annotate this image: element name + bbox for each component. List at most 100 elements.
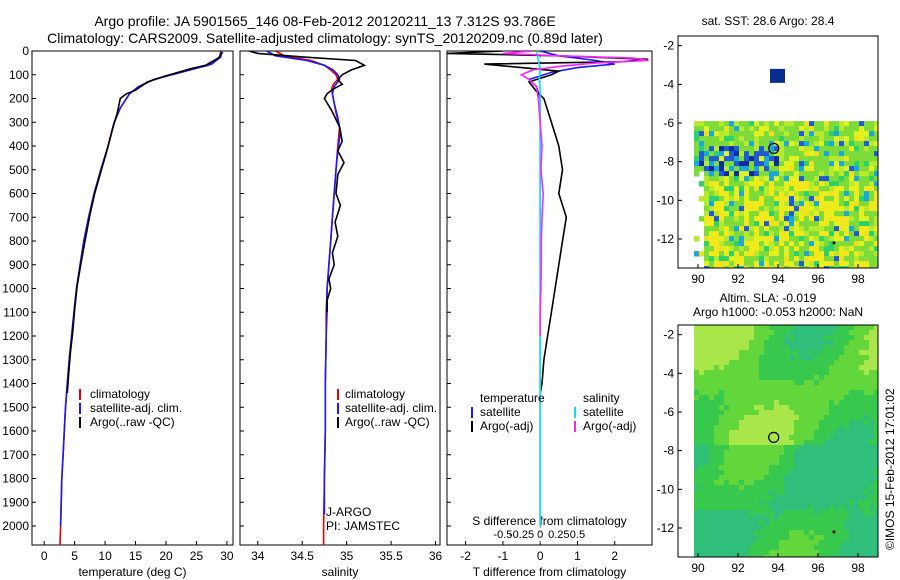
- sla-map-lon-label: 98: [851, 561, 865, 575]
- temperature-axis-label: temperature (deg C): [78, 565, 186, 579]
- depth-tick-label: 800: [9, 234, 29, 248]
- depth-tick-label: 700: [9, 210, 29, 224]
- temperature-tick-label: 20: [159, 549, 173, 563]
- salinity-tick-label: 35.5: [379, 549, 403, 563]
- depth-tick-label: 2000: [2, 519, 29, 533]
- diff-legend-header-temperature: temperature: [480, 391, 545, 405]
- temperature-tick-label: 10: [98, 549, 112, 563]
- salinity-tick-label: 34.5: [291, 549, 315, 563]
- temperature-tick-label: 25: [190, 549, 204, 563]
- sst-map-lon-label: 92: [731, 272, 745, 286]
- temperature-tick-label: 0: [41, 549, 48, 563]
- tdiff-axis-label: T difference from climatology: [473, 565, 627, 579]
- tdiff-tick-label: -2: [460, 549, 471, 563]
- salinity-tick-label: 34: [251, 549, 265, 563]
- float-program-annotation: J-ARGO: [326, 505, 371, 519]
- sdiff-tick-label: -0.5: [493, 529, 512, 541]
- temperature-tick-label: 30: [220, 549, 234, 563]
- sst-map-field: [694, 121, 878, 268]
- depth-tick-label: 300: [9, 115, 29, 129]
- sla-map-lon-label: 92: [731, 561, 745, 575]
- sst-map-lat-label: -8: [663, 155, 674, 169]
- diff-legend-label: satellite: [480, 405, 521, 419]
- temperature-tick-label: 15: [129, 549, 143, 563]
- salinity-series-line: [248, 51, 367, 313]
- temperature-legend-label: Argo(..raw -QC): [90, 415, 175, 429]
- diff-legend-label: Argo(-adj): [583, 419, 636, 433]
- sla-map-lat-label: -4: [663, 366, 674, 380]
- temperature-series-line: [66, 51, 224, 394]
- sst-map-lon-label: 96: [811, 272, 825, 286]
- depth-tick-label: 900: [9, 258, 29, 272]
- figure-title: Argo profile: JA 5901565_146 08-Feb-2012…: [94, 13, 556, 29]
- depth-tick-label: 1200: [2, 329, 29, 343]
- salinity-tick-label: 35: [340, 549, 354, 563]
- depth-tick-label: 1700: [2, 448, 29, 462]
- salinity-tick-label: 36: [429, 549, 443, 563]
- depth-tick-label: 0: [22, 44, 29, 58]
- salinity-axis-label: salinity: [322, 565, 359, 579]
- sdiff-tick-label: -0.25: [509, 529, 534, 541]
- diff-legend-header-salinity: salinity: [583, 391, 620, 405]
- sla-map-lon-label: 96: [811, 561, 825, 575]
- imos-timestamp-label: ©IMOS 15-Feb-2012 17:01:02: [883, 388, 897, 550]
- depth-tick-label: 1300: [2, 353, 29, 367]
- sla-map-subtitle: Argo h1000: -0.053 h2000: NaN: [693, 305, 863, 319]
- temperature-tick-label: 5: [71, 549, 78, 563]
- salinity-plot-frame: [239, 50, 441, 546]
- sdiff-tick-label: 0.5: [570, 529, 585, 541]
- tdiff-tick-label: 0: [537, 549, 544, 563]
- depth-tick-label: 400: [9, 139, 29, 153]
- diff-legend-label: Argo(-adj): [480, 419, 533, 433]
- depth-tick-label: 1900: [2, 495, 29, 509]
- difference-series-line: [502, 51, 649, 336]
- trajectory-point: [832, 241, 836, 245]
- temperature-legend-label: satellite-adj. clim.: [90, 401, 182, 415]
- argo-position-marker: [768, 142, 780, 154]
- sla-map-lon-label: 94: [771, 561, 785, 575]
- salinity-legend-label: satellite-adj. clim.: [345, 401, 437, 415]
- float-pi-annotation: PI: JAMSTEC: [326, 519, 400, 533]
- sst-map-title: sat. SST: 28.6 Argo: 28.4: [702, 14, 835, 28]
- figure-subtitle: Climatology: CARS2009. Satellite-adjuste…: [47, 30, 603, 46]
- sla-map-lat-label: -12: [657, 521, 675, 535]
- tdiff-tick-label: 1: [574, 549, 581, 563]
- depth-tick-label: 600: [9, 187, 29, 201]
- cold-anomaly-cell: [770, 68, 785, 83]
- temperature-plot-frame: [31, 50, 234, 546]
- depth-tick-label: 1800: [2, 472, 29, 486]
- depth-tick-label: 1500: [2, 400, 29, 414]
- trajectory-point: [832, 530, 836, 534]
- depth-tick-label: 1000: [2, 282, 29, 296]
- sla-map-lat-label: -8: [663, 444, 674, 458]
- sdiff-tick-label: 0: [537, 529, 543, 541]
- sla-map-lon-label: 90: [691, 561, 705, 575]
- sst-map-lat-label: -10: [657, 193, 675, 207]
- tdiff-tick-label: -1: [498, 549, 509, 563]
- salinity-legend-label: Argo(..raw -QC): [345, 415, 430, 429]
- temperature-legend-label: climatology: [90, 387, 150, 401]
- sst-map-lat-label: -2: [663, 39, 674, 53]
- sst-map-lon-label: 98: [851, 272, 865, 286]
- sst-map-lon-label: 90: [691, 272, 705, 286]
- depth-tick-label: 200: [9, 92, 29, 106]
- argo-position-marker: [768, 431, 780, 443]
- depth-tick-label: 1600: [2, 424, 29, 438]
- sst-map-lat-label: -4: [663, 77, 674, 91]
- depth-tick-label: 100: [9, 68, 29, 82]
- depth-tick-label: 1400: [2, 377, 29, 391]
- sla-map-field: [694, 325, 878, 557]
- tdiff-tick-label: 2: [611, 549, 618, 563]
- difference-plot-frame: [446, 50, 653, 546]
- salinity-legend-label: climatology: [345, 387, 405, 401]
- sla-map-lat-label: -10: [657, 482, 675, 496]
- sdiff-tick-label: 0.25: [548, 529, 569, 541]
- sla-map-lat-label: -2: [663, 328, 674, 342]
- sdiff-axis-label: S difference from climatology: [472, 514, 627, 528]
- sst-map-lat-label: -6: [663, 116, 674, 130]
- sst-map-lon-label: 94: [771, 272, 785, 286]
- sla-map-title: Altim. SLA: -0.019: [720, 291, 817, 305]
- depth-tick-label: 500: [9, 163, 29, 177]
- sla-map-lat-label: -6: [663, 405, 674, 419]
